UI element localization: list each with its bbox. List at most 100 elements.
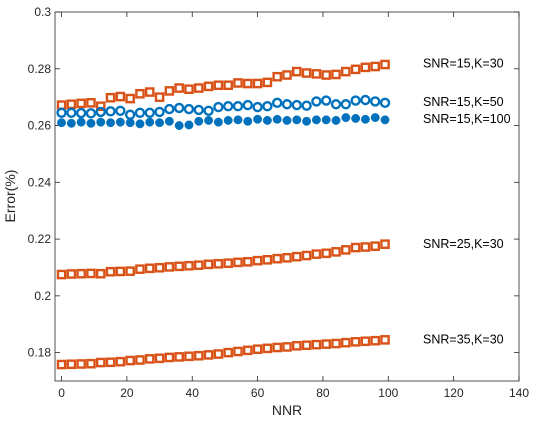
data-point [252, 344, 263, 355]
data-point [281, 99, 293, 110]
data-point [282, 342, 292, 352]
data-point [184, 120, 194, 130]
data-point [95, 101, 106, 112]
data-point [213, 117, 223, 127]
x-tick-label: 100 [378, 386, 398, 400]
y-tick-label: 0.2 [34, 289, 51, 303]
data-point [105, 106, 116, 117]
data-point [96, 117, 106, 127]
data-point [370, 113, 380, 123]
plot-area [54, 11, 520, 382]
series-label: SNR=35,K=30 [423, 332, 504, 346]
data-point [331, 115, 341, 125]
data-point [95, 268, 106, 279]
data-point [76, 359, 86, 369]
data-point [184, 84, 194, 95]
y-tick-label: 0.26 [28, 119, 52, 133]
data-point [115, 105, 126, 116]
data-point [321, 115, 331, 125]
data-point [135, 264, 145, 274]
data-point [115, 91, 126, 102]
data-point [174, 121, 184, 130]
series-label: SNR=15,K=100 [423, 112, 511, 126]
data-point [380, 335, 390, 345]
data-point [66, 269, 77, 279]
data-point [66, 107, 77, 118]
data-point [144, 87, 155, 97]
data-point [213, 101, 224, 113]
data-point [321, 339, 332, 349]
data-point [232, 101, 244, 112]
data-point [213, 80, 224, 91]
data-point [321, 248, 332, 259]
data-point [105, 357, 116, 368]
data-point [341, 113, 351, 123]
x-axis: 0 20 40 60 80 100 120 140 [58, 12, 529, 400]
data-point [311, 249, 322, 259]
data-point [370, 61, 381, 72]
data-point [242, 256, 253, 267]
data-point [154, 106, 165, 118]
data-point [301, 340, 312, 351]
data-point [282, 70, 292, 80]
data-point [145, 117, 155, 127]
data-point [85, 108, 97, 119]
data-point [204, 115, 214, 125]
data-point [144, 354, 155, 364]
data-point [57, 118, 66, 128]
data-point [174, 261, 184, 272]
data-point [164, 352, 175, 363]
data-point [203, 105, 214, 116]
data-point [203, 259, 214, 270]
data-point [223, 258, 233, 269]
data-point [272, 114, 282, 124]
data-point [115, 356, 126, 367]
x-tick-label: 60 [251, 386, 265, 400]
data-point [86, 358, 96, 369]
y-tick-label: 0.22 [28, 232, 52, 246]
data-point [194, 116, 204, 126]
data-point [272, 71, 282, 82]
data-point [380, 239, 390, 249]
data-point [360, 336, 371, 347]
data-point [233, 115, 243, 125]
data-point [105, 92, 116, 103]
series-2 [56, 94, 391, 120]
data-point [223, 347, 233, 358]
data-point [56, 269, 67, 280]
data-point [262, 101, 273, 112]
x-tick-label: 20 [120, 386, 134, 400]
y-axis-label: Error(%) [2, 170, 18, 223]
series-1 [56, 59, 390, 112]
data-point [272, 253, 282, 264]
data-point [75, 107, 87, 119]
series-label: SNR=25,K=30 [423, 237, 504, 251]
data-point [242, 78, 253, 89]
data-point [262, 343, 273, 354]
data-point [380, 59, 390, 70]
data-point [292, 66, 302, 77]
data-point [380, 115, 390, 125]
data-point [86, 268, 96, 279]
series-labels: SNR=15,K=30 SNR=15,K=50 SNR=15,K=100 SNR=25… [423, 57, 511, 347]
data-point [105, 266, 116, 277]
x-tick-label: 80 [316, 386, 330, 400]
data-point [242, 345, 253, 356]
data-point [360, 242, 371, 252]
data-point [76, 98, 86, 109]
data-point [76, 268, 86, 279]
data-point [233, 346, 243, 357]
data-point [370, 241, 381, 251]
data-point [125, 266, 135, 276]
data-point [95, 357, 106, 368]
data-point [301, 100, 312, 111]
data-point [115, 117, 125, 127]
data-point [311, 339, 322, 350]
data-point [164, 103, 175, 115]
x-tick-label: 0 [58, 386, 65, 400]
data-point [223, 80, 233, 91]
data-point [252, 78, 263, 89]
data-point [164, 86, 175, 96]
data-point [350, 242, 361, 253]
data-point [311, 69, 322, 79]
